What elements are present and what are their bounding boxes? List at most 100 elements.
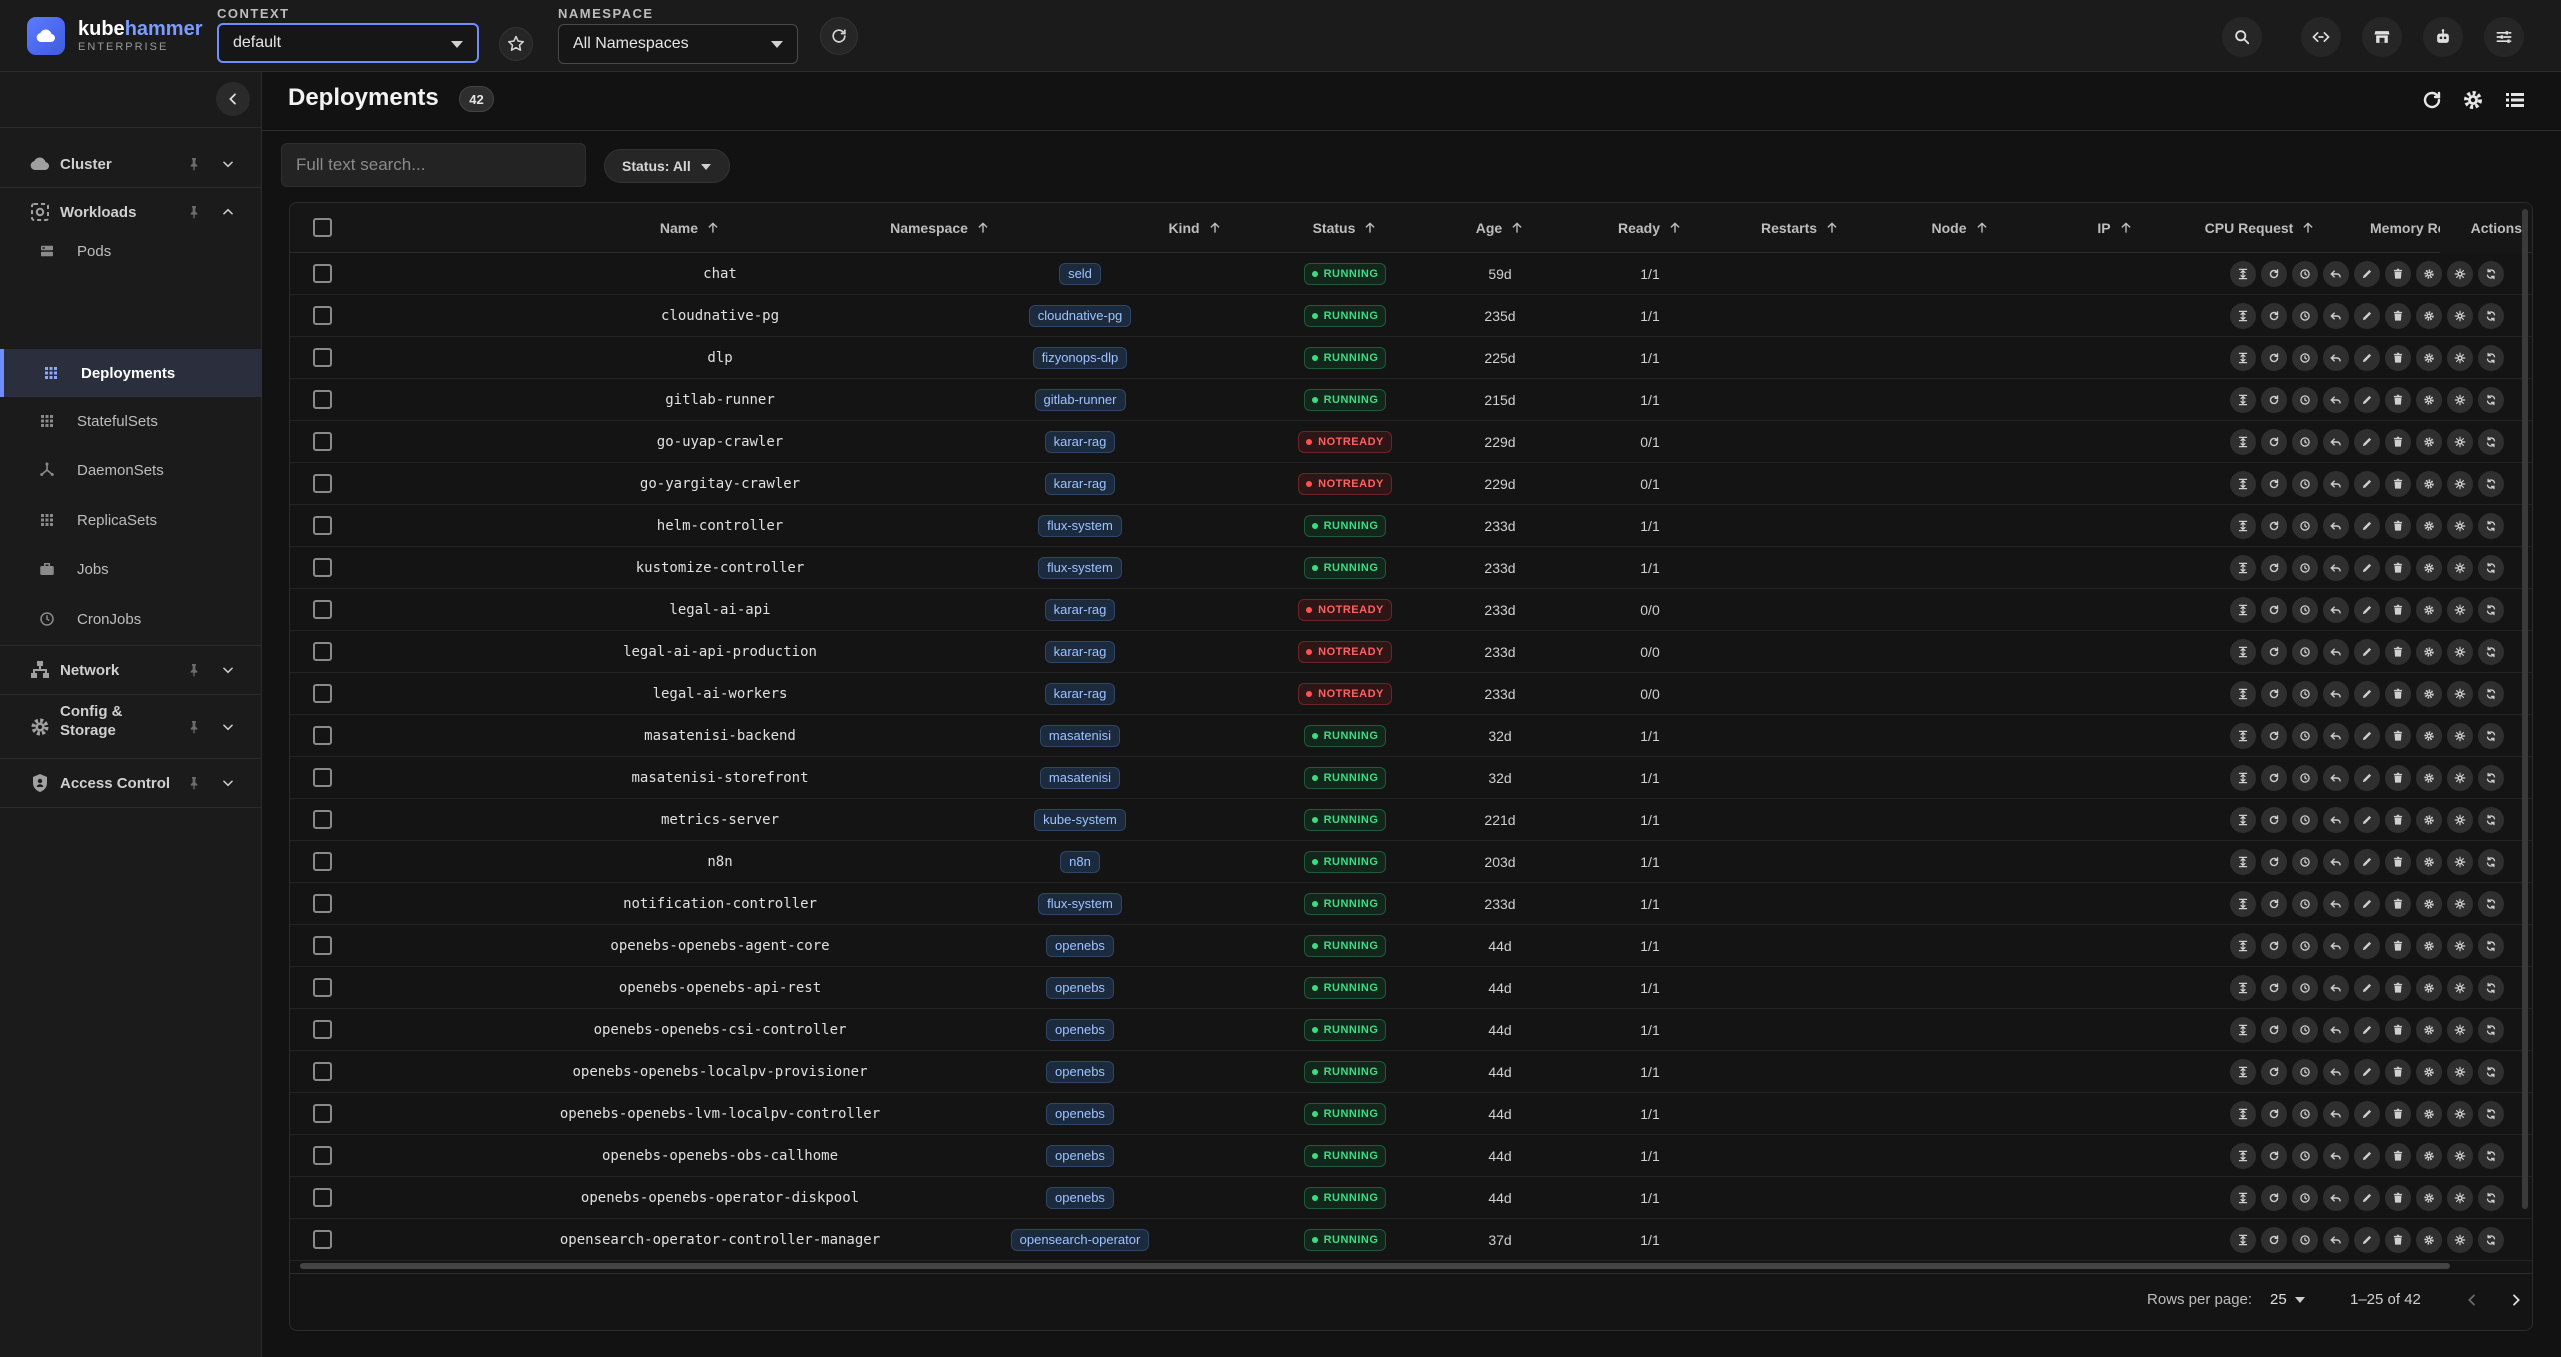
history-button[interactable] xyxy=(2292,1101,2318,1127)
restart-button[interactable] xyxy=(2261,345,2287,371)
delete-button[interactable] xyxy=(2385,975,2411,1001)
sidebar-item-deployments[interactable]: Deployments xyxy=(0,349,262,397)
column-header-ip[interactable]: IP xyxy=(2070,203,2160,253)
history-button[interactable] xyxy=(2292,345,2318,371)
history-button[interactable] xyxy=(2292,1059,2318,1085)
rollback-button[interactable] xyxy=(2323,597,2349,623)
rollback-button[interactable] xyxy=(2323,345,2349,371)
row-checkbox[interactable] xyxy=(313,390,332,409)
deployment-name[interactable]: masatenisi-storefront xyxy=(631,769,809,786)
history-button[interactable] xyxy=(2292,1185,2318,1211)
favorite-context-button[interactable] xyxy=(499,27,533,61)
restart-button[interactable] xyxy=(2261,849,2287,875)
namespace-chip[interactable]: masatenisi xyxy=(1039,766,1121,789)
helm-button[interactable] xyxy=(2447,1017,2473,1043)
column-header-status[interactable]: Status xyxy=(1280,203,1410,253)
helm-button[interactable] xyxy=(2447,1185,2473,1211)
namespace-chip[interactable]: karar-rag xyxy=(1044,682,1116,705)
status-filter-button[interactable]: Status: All xyxy=(604,149,730,183)
scale-button[interactable] xyxy=(2230,261,2256,287)
settings-button[interactable] xyxy=(2416,471,2442,497)
edit-button[interactable] xyxy=(2354,1227,2380,1253)
settings-button[interactable] xyxy=(2416,849,2442,875)
settings-button[interactable] xyxy=(2416,1143,2442,1169)
deployment-name[interactable]: go-yargitay-crawler xyxy=(639,475,801,492)
row-checkbox[interactable] xyxy=(313,1104,332,1123)
restart-button[interactable] xyxy=(2261,1059,2287,1085)
edit-button[interactable] xyxy=(2354,303,2380,329)
settings-button[interactable] xyxy=(2416,555,2442,581)
port-forward-button[interactable] xyxy=(2301,17,2341,57)
chevron-up-icon[interactable] xyxy=(221,205,235,219)
settings-button[interactable] xyxy=(2416,891,2442,917)
deployment-name[interactable]: masatenisi-backend xyxy=(644,727,796,744)
restart-button[interactable] xyxy=(2261,765,2287,791)
table-row[interactable]: n8n n8n RUNNING 203d 1/1 xyxy=(290,841,2532,883)
helm-button[interactable] xyxy=(2447,639,2473,665)
namespace-chip[interactable]: flux-system xyxy=(1038,892,1122,915)
rollback-button[interactable] xyxy=(2323,555,2349,581)
chevron-down-icon[interactable] xyxy=(221,720,235,734)
settings-button[interactable] xyxy=(2416,975,2442,1001)
rollback-button[interactable] xyxy=(2323,303,2349,329)
scale-button[interactable] xyxy=(2230,513,2256,539)
edit-button[interactable] xyxy=(2354,849,2380,875)
row-checkbox[interactable] xyxy=(313,348,332,367)
full-text-search-input[interactable] xyxy=(281,143,586,187)
select-all-checkbox[interactable] xyxy=(313,218,332,237)
scale-button[interactable] xyxy=(2230,429,2256,455)
delete-button[interactable] xyxy=(2385,261,2411,287)
edit-button[interactable] xyxy=(2354,597,2380,623)
namespace-chip[interactable]: openebs xyxy=(1046,1144,1114,1167)
restart-button[interactable] xyxy=(2261,387,2287,413)
scale-button[interactable] xyxy=(2230,303,2256,329)
namespace-chip[interactable]: karar-rag xyxy=(1044,598,1116,621)
delete-button[interactable] xyxy=(2385,639,2411,665)
deployment-name[interactable]: openebs-openebs-lvm-localpv-controller xyxy=(559,1105,881,1122)
sync-button[interactable] xyxy=(2478,471,2504,497)
history-button[interactable] xyxy=(2292,261,2318,287)
helm-button[interactable] xyxy=(2447,1227,2473,1253)
scale-button[interactable] xyxy=(2230,1227,2256,1253)
restart-button[interactable] xyxy=(2261,1185,2287,1211)
history-button[interactable] xyxy=(2292,765,2318,791)
scale-button[interactable] xyxy=(2230,1017,2256,1043)
history-button[interactable] xyxy=(2292,891,2318,917)
table-row[interactable]: chat seld RUNNING 59d 1/1 xyxy=(290,253,2532,295)
sync-button[interactable] xyxy=(2478,303,2504,329)
row-checkbox[interactable] xyxy=(313,600,332,619)
helm-button[interactable] xyxy=(2447,261,2473,287)
deployment-name[interactable]: opensearch-operator-controller-manager xyxy=(559,1231,881,1248)
edit-button[interactable] xyxy=(2354,1101,2380,1127)
deployment-name[interactable]: kustomize-controller xyxy=(635,559,805,576)
table-row[interactable]: openebs-openebs-agent-core openebs RUNNING… xyxy=(290,925,2532,967)
helm-button[interactable] xyxy=(2447,429,2473,455)
restart-button[interactable] xyxy=(2261,513,2287,539)
helm-button[interactable] xyxy=(2447,1143,2473,1169)
sync-button[interactable] xyxy=(2478,555,2504,581)
helm-button[interactable] xyxy=(2447,1059,2473,1085)
edit-button[interactable] xyxy=(2354,261,2380,287)
history-button[interactable] xyxy=(2292,975,2318,1001)
delete-button[interactable] xyxy=(2385,1227,2411,1253)
row-checkbox[interactable] xyxy=(313,432,332,451)
namespace-chip[interactable]: karar-rag xyxy=(1044,472,1116,495)
restart-button[interactable] xyxy=(2261,807,2287,833)
edit-button[interactable] xyxy=(2354,807,2380,833)
scale-button[interactable] xyxy=(2230,849,2256,875)
row-checkbox[interactable] xyxy=(313,1062,332,1081)
helm-button[interactable] xyxy=(2447,849,2473,875)
deployment-name[interactable]: n8n xyxy=(707,853,733,870)
history-button[interactable] xyxy=(2292,597,2318,623)
table-row[interactable]: metrics-server kube-system RUNNING 221d 1/1 xyxy=(290,799,2532,841)
settings-button[interactable] xyxy=(2416,933,2442,959)
sidebar-item-statefulsets[interactable]: StatefulSets xyxy=(0,397,262,445)
table-row[interactable]: openebs-openebs-api-rest openebs RUNNING 44… xyxy=(290,967,2532,1009)
namespace-chip[interactable]: openebs xyxy=(1046,976,1114,999)
restart-button[interactable] xyxy=(2261,975,2287,1001)
history-button[interactable] xyxy=(2292,723,2318,749)
row-checkbox[interactable] xyxy=(313,894,332,913)
row-checkbox[interactable] xyxy=(313,852,332,871)
restart-button[interactable] xyxy=(2261,555,2287,581)
nav-group-config-storage[interactable]: Config & Storage xyxy=(0,699,262,755)
